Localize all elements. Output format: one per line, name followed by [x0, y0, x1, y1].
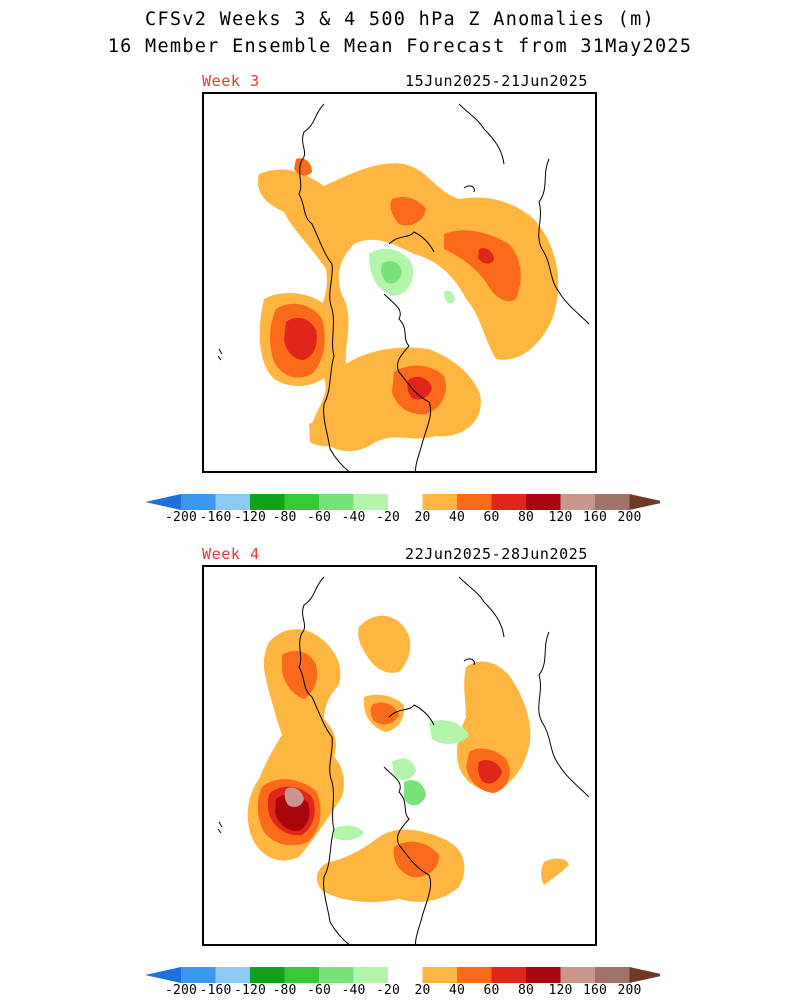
week3-colorbar-tick-label: -60	[306, 510, 332, 525]
week4-colorbar-swatch	[629, 967, 660, 983]
week3-colorbar-tick-label: -20	[375, 510, 401, 525]
week4-colorbar-tick-label: 120	[548, 983, 573, 998]
week3-colorbar-tick-label: -120	[233, 510, 267, 525]
week3-colorbar-swatch	[353, 494, 388, 510]
week4-colorbar-tick-label: -40	[341, 983, 366, 998]
week4-colorbar-swatch	[595, 967, 630, 983]
week4-map	[202, 565, 597, 946]
week4-colorbar-tick-label: -80	[272, 983, 297, 998]
week4-colorbar-tick-label: 40	[448, 983, 466, 998]
week4-colorbar-tick-label: 160	[582, 983, 608, 998]
week3-colorbar-swatch	[215, 494, 250, 510]
week3-colorbar-swatch	[560, 494, 595, 510]
week4-negative-anomalies	[334, 720, 469, 841]
week4-colorbar-swatch	[560, 967, 595, 983]
week4-colorbar-swatch	[250, 967, 285, 983]
week3-colorbar-tick-label: 20	[414, 510, 431, 525]
week4-colorbar-ticks: -200 -160 -120 -80 -60 -40 -20 20 40 60 80 120 160 20…	[145, 970, 660, 1000]
week4-colorbar-swatch	[491, 967, 526, 983]
week3-colorbar-tick-label: 160	[582, 510, 608, 525]
week4-colorbar-swatch	[457, 967, 492, 983]
week3-colorbar-swatch	[319, 494, 354, 510]
week4-colorbar-tick-label: -160	[199, 983, 232, 998]
week4-colorbar-swatch	[181, 967, 216, 983]
week4-anomaly-map	[217, 576, 590, 944]
week3-label: Week 3	[202, 72, 260, 90]
week4-colorbar-swatch	[353, 967, 388, 983]
week4-colorbar-swatch	[526, 967, 561, 983]
week4-positive-anomalies	[247, 615, 569, 903]
week3-colorbar-swatch	[284, 494, 319, 510]
week4-colorbar-tick-label: -200	[164, 983, 198, 998]
week3-date-range: 15Jun2025-21Jun2025	[405, 72, 588, 90]
week3-colorbar-swatch	[388, 494, 423, 510]
week3-colorbar-swatch	[491, 494, 526, 510]
week3-colorbar-tick-label: -80	[272, 510, 297, 525]
title-line-2: 16 Member Ensemble Mean Forecast from 31…	[107, 36, 693, 57]
week4-colorbar-swatch	[388, 967, 423, 983]
week3-anomaly-map	[217, 103, 590, 471]
week4-colorbar-swatch	[422, 967, 457, 983]
week3-negative-anomalies	[369, 248, 455, 304]
week4-colorbar-swatch	[215, 967, 250, 983]
week3-colorbar-swatch	[422, 494, 457, 510]
week4-colorbar-swatch	[319, 967, 354, 983]
week3-colorbar-tick-label: 120	[548, 510, 573, 525]
week3-positive-anomalies	[257, 158, 559, 452]
week4-colorbar-tick-label: -60	[306, 983, 332, 998]
week3-colorbar	[145, 494, 660, 510]
week4-coastlines	[217, 576, 590, 944]
week3-colorbar-swatch	[595, 494, 630, 510]
week3-colorbar-tick-label: -160	[199, 510, 232, 525]
week3-colorbar-swatch	[629, 494, 660, 510]
week3-colorbar-tick-label: -40	[341, 510, 366, 525]
week3-colorbar-swatches	[145, 494, 660, 510]
week3-colorbar-swatch	[181, 494, 216, 510]
week3-colorbar-tick-label: 200	[617, 510, 642, 525]
week4-colorbar-tick-label: 80	[517, 983, 535, 998]
week3-colorbar-tick-label: 80	[517, 510, 535, 525]
week4-colorbar-swatch	[284, 967, 319, 983]
week4-label: Week 4	[202, 545, 260, 563]
week3-colorbar-swatch	[145, 494, 181, 510]
week3-colorbar-swatch	[457, 494, 492, 510]
week4-colorbar-swatches	[145, 967, 660, 983]
week4-colorbar-tick-label: -120	[233, 983, 267, 998]
week3-colorbar-ticks: -200 -160 -120 -80 -60 -40 -20 20 40 60 80 120 160 20…	[145, 497, 660, 527]
week3-map	[202, 92, 597, 473]
week4-colorbar	[145, 967, 660, 983]
week4-colorbar-swatch	[145, 967, 181, 983]
week3-coastlines	[217, 103, 590, 471]
week3-colorbar-tick-label: 40	[448, 510, 466, 525]
week4-colorbar-tick-label: 20	[414, 983, 431, 998]
week3-colorbar-swatch	[526, 494, 561, 510]
week3-colorbar-tick-label: -200	[164, 510, 198, 525]
week3-colorbar-swatch	[250, 494, 285, 510]
week4-colorbar-tick-label: -20	[375, 983, 401, 998]
week3-colorbar-tick-label: 60	[483, 510, 500, 525]
week4-colorbar-tick-label: 200	[617, 983, 642, 998]
week4-date-range: 22Jun2025-28Jun2025	[405, 545, 588, 563]
week4-colorbar-tick-label: 60	[483, 983, 500, 998]
title-line-1: CFSv2 Weeks 3 & 4 500 hPa Z Anomalies (m…	[145, 9, 655, 30]
